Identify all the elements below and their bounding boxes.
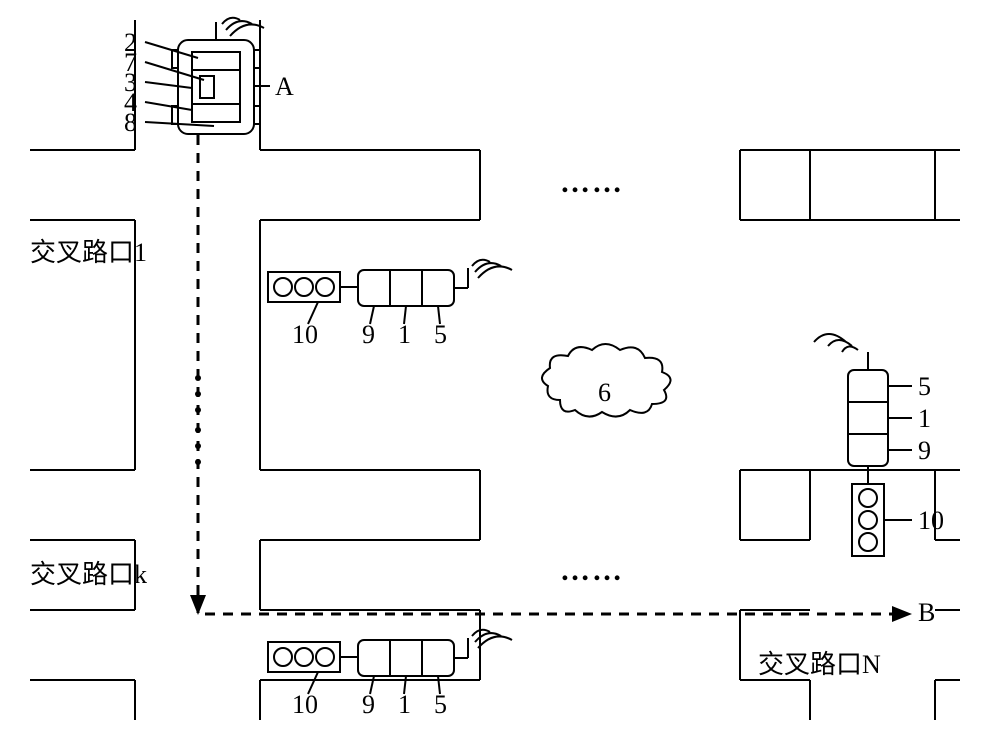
ellipsis-2: …… [560,554,624,588]
intersection-1-label: 交叉路口1 [30,232,147,269]
device-1 [268,260,512,324]
dev3-10: 10 [918,506,944,536]
device-2 [268,630,512,694]
dev1-1: 1 [398,320,411,350]
label-a: A [275,72,294,102]
dev1-9: 9 [362,320,375,350]
roads-horizontal [30,150,960,680]
cloud-label: 6 [598,378,611,408]
diagram-svg [0,0,1000,746]
dev3-9: 9 [918,436,931,466]
dev1-10: 10 [292,320,318,350]
dev2-5: 5 [434,690,447,720]
dev3-5: 5 [918,372,931,402]
intersection-n-label: 交叉路口N [758,644,881,681]
intersection-k-label: 交叉路口k [30,554,147,591]
callout-8: 8 [124,108,137,138]
dev2-10: 10 [292,690,318,720]
vehicle-a [145,18,270,134]
dev1-5: 5 [434,320,447,350]
dev3-1: 1 [918,404,931,434]
label-b: B [918,598,935,628]
dev2-1: 1 [398,690,411,720]
diagram-canvas: 2 7 3 4 8 A 交叉路口1 交叉路口k 交叉路口N …… …… 10 9… [0,0,1000,746]
dev2-9: 9 [362,690,375,720]
ellipsis-1: …… [560,166,624,200]
device-3 [814,334,912,556]
